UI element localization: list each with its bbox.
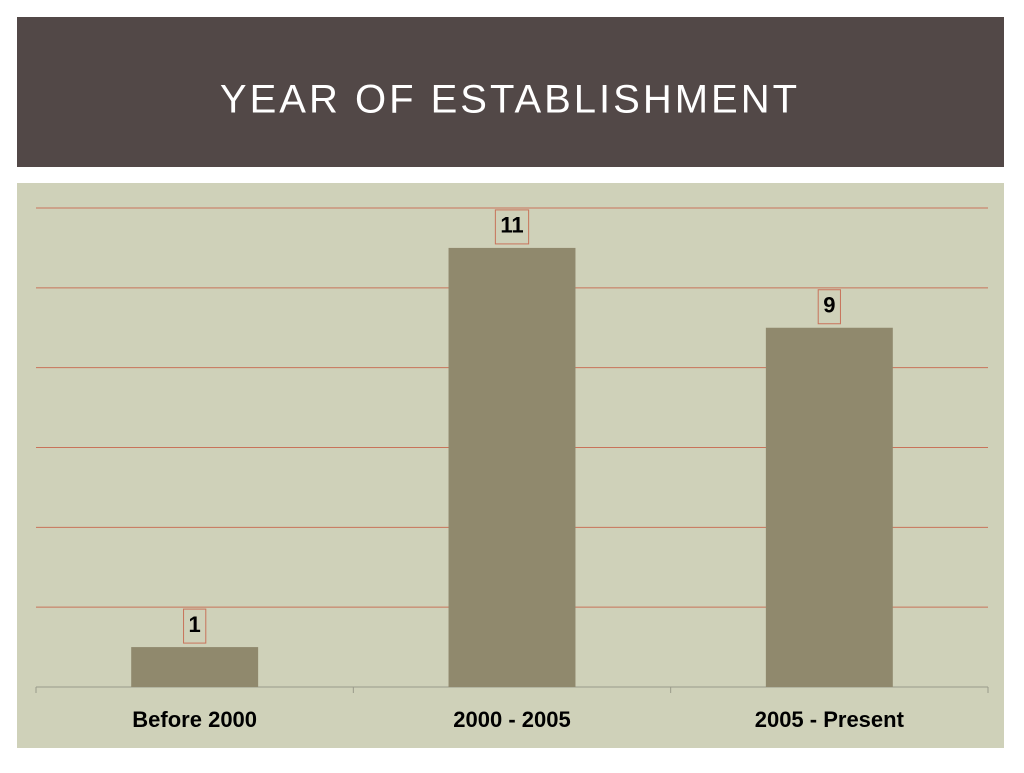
bar	[448, 247, 576, 687]
data-label-box	[183, 608, 207, 644]
x-tick-label: 2000 - 2005	[453, 707, 570, 732]
x-tick-label: 2005 - Present	[755, 707, 905, 732]
chart-title: YEAR OF ESTABLISHMENT	[220, 78, 800, 122]
bar	[131, 647, 259, 687]
header-band	[17, 17, 1004, 167]
bar	[765, 327, 893, 687]
data-label: 9	[823, 293, 835, 318]
data-label-box	[817, 289, 841, 325]
data-label-box	[494, 209, 530, 245]
x-tick-label: Before 2000	[132, 707, 257, 732]
data-label: 11	[500, 213, 523, 238]
data-label: 1	[189, 612, 201, 637]
